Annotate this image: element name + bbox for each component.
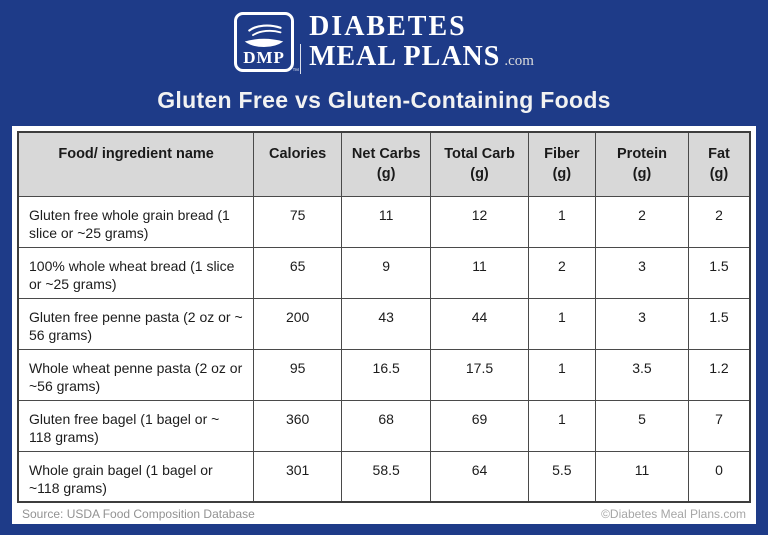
value-cell: 5.5 (527, 450, 597, 503)
header-unit: (g) (632, 165, 652, 182)
value-cell: 58.5 (341, 450, 432, 503)
header-cell-total-carb: Total Carb (g) (430, 131, 529, 197)
brand-wordmark: DIABETES MEAL PLANS .com (309, 12, 534, 71)
value-cell: 75 (253, 195, 343, 248)
header-unit: (g) (709, 165, 729, 182)
footer-source: Source: USDA Food Composition Database (22, 506, 255, 521)
value-cell: 69 (430, 399, 529, 452)
brand-name-line2: MEAL PLANS (309, 40, 501, 72)
value-cell: 3 (595, 246, 689, 299)
value-cell: 3.5 (595, 348, 689, 401)
value-cell: 68 (341, 399, 432, 452)
header-label: Fiber (544, 146, 580, 162)
brand-name-line1: DIABETES (309, 11, 467, 43)
table-row: Gluten free penne pasta (2 oz or ~ 56 gr… (17, 297, 751, 350)
value-cell: 16.5 (341, 348, 432, 401)
trademark-symbol: ™ (292, 67, 300, 75)
header-cell-fat: Fat (g) (687, 131, 751, 197)
table-row: Gluten free whole grain bread (1 slice o… (17, 195, 751, 248)
table-row: 100% whole wheat bread (1 slice or ~25 g… (17, 246, 751, 299)
value-cell: 17.5 (430, 348, 529, 401)
value-cell: 95 (253, 348, 343, 401)
food-name-cell: Gluten free penne pasta (2 oz or ~ 56 gr… (17, 297, 255, 350)
table-row: Whole grain bagel (1 bagel or ~118 grams… (17, 450, 751, 503)
value-cell: 12 (430, 195, 529, 248)
header-row: Food/ ingredient name Calories Net Carbs… (17, 131, 751, 197)
value-cell: 64 (430, 450, 529, 503)
value-cell: 1.2 (687, 348, 751, 401)
value-cell: 301 (253, 450, 343, 503)
header-cell-food: Food/ ingredient name (17, 131, 255, 197)
food-name-cell: Whole wheat penne pasta (2 oz or ~56 gra… (17, 348, 255, 401)
header-unit: (g) (470, 165, 489, 182)
value-cell: 0 (687, 450, 751, 503)
header-cell-fiber: Fiber (g) (527, 131, 597, 197)
value-cell: 11 (595, 450, 689, 503)
brand-header: DMP ™ DIABETES MEAL PLANS .com (0, 0, 768, 75)
table-row: Whole wheat penne pasta (2 oz or ~56 gra… (17, 348, 751, 401)
value-cell: 2 (595, 195, 689, 248)
value-cell: 11 (341, 195, 432, 248)
header-unit: (g) (552, 165, 572, 182)
header-label: Calories (269, 146, 327, 162)
value-cell: 1 (527, 195, 597, 248)
food-name-cell: Whole grain bagel (1 bagel or ~118 grams… (17, 450, 255, 503)
brand-domain-suffix: .com (504, 52, 534, 69)
header-cell-calories: Calories (253, 131, 343, 197)
value-cell: 1.5 (687, 246, 751, 299)
dmp-logo-box: DMP ™ (234, 11, 299, 75)
plate-icon (244, 23, 284, 47)
header-label: Net Carbs (351, 146, 421, 162)
value-cell: 1 (527, 297, 597, 350)
header-cell-net-carbs: Net Carbs (g) (341, 131, 432, 197)
value-cell: 200 (253, 297, 343, 350)
header-label: Protein (617, 146, 667, 162)
value-cell: 9 (341, 246, 432, 299)
value-cell: 1 (527, 348, 597, 401)
food-name-cell: 100% whole wheat bread (1 slice or ~25 g… (17, 246, 255, 299)
header-label: Fat (708, 146, 730, 162)
value-cell: 1 (527, 399, 597, 452)
value-cell: 44 (430, 297, 529, 350)
value-cell: 43 (341, 297, 432, 350)
header-label: Food/ ingredient name (58, 146, 214, 162)
value-cell: 3 (595, 297, 689, 350)
value-cell: 5 (595, 399, 689, 452)
header-cell-protein: Protein (g) (595, 131, 689, 197)
food-name-cell: Gluten free bagel (1 bagel or ~ 118 gram… (17, 399, 255, 452)
footer-copyright: ©Diabetes Meal Plans.com (601, 506, 746, 521)
value-cell: 2 (687, 195, 751, 248)
header-label: Total Carb (444, 146, 515, 162)
value-cell: 2 (527, 246, 597, 299)
value-cell: 1.5 (687, 297, 751, 350)
food-name-cell: Gluten free whole grain bread (1 slice o… (17, 195, 255, 248)
value-cell: 7 (687, 399, 751, 452)
nutrition-table: Food/ ingredient name Calories Net Carbs… (17, 131, 751, 503)
value-cell: 11 (430, 246, 529, 299)
table-row: Gluten free bagel (1 bagel or ~ 118 gram… (17, 399, 751, 452)
value-cell: 360 (253, 399, 343, 452)
header-unit: (g) (376, 165, 396, 182)
value-cell: 65 (253, 246, 343, 299)
table-panel: Food/ ingredient name Calories Net Carbs… (12, 126, 756, 524)
logo-divider (300, 44, 302, 74)
page-title: Gluten Free vs Gluten-Containing Foods (157, 87, 611, 113)
brand-acronym: DMP (243, 47, 285, 67)
panel-footer: Source: USDA Food Composition Database ©… (17, 503, 751, 524)
